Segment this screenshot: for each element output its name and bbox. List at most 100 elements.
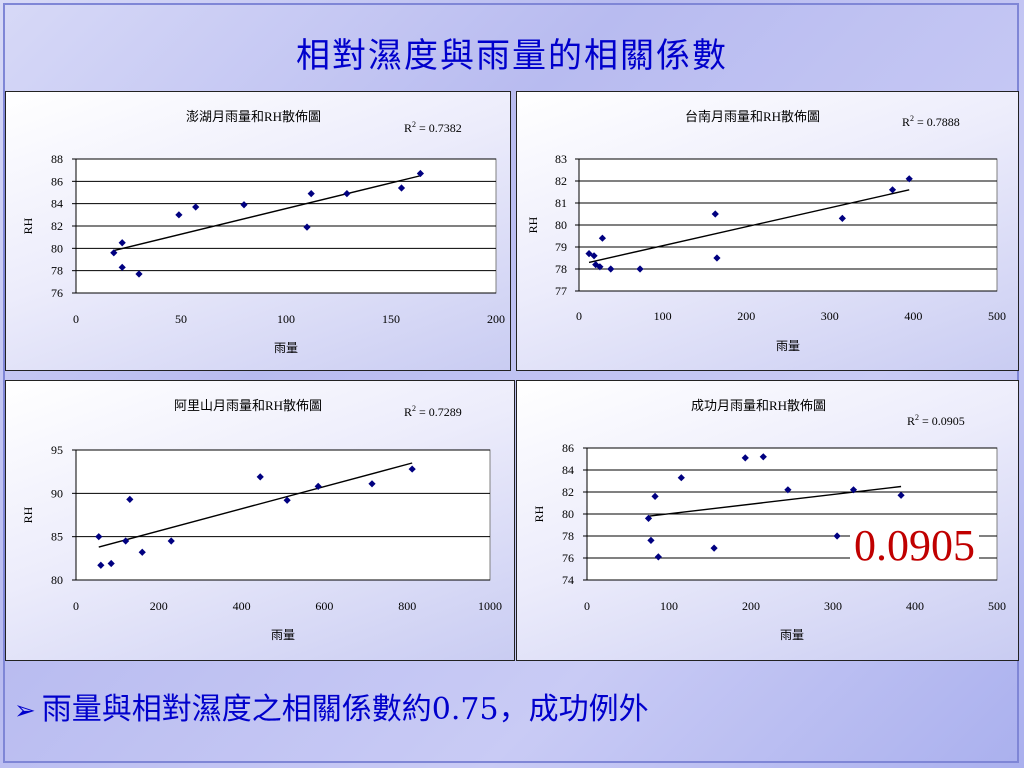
x-tick-label: 0: [73, 599, 79, 613]
plot-area: [75, 449, 491, 581]
x-tick-label: 100: [654, 309, 672, 323]
data-point: [118, 263, 126, 271]
y-tick-label: 90: [51, 486, 63, 500]
x-tick-label: 800: [398, 599, 416, 613]
y-tick-label: 80: [555, 218, 567, 232]
y-tick-label: 82: [555, 174, 567, 188]
y-tick-label: 80: [51, 573, 63, 587]
data-point: [888, 186, 897, 194]
data-point: [175, 211, 183, 219]
x-tick-label: 200: [742, 599, 760, 613]
y-tick-label: 86: [562, 441, 574, 455]
chart-title: 成功月雨量和RH散佈圖: [691, 398, 827, 413]
data-point: [838, 214, 846, 222]
x-tick-label: 0: [576, 309, 582, 323]
chart-panel-tainan: 台南月雨量和RH散佈圖 R2 = 0.7888 77 78 79 80 81 82 83 0 1…: [516, 91, 1019, 371]
x-tick-label: 200: [737, 309, 755, 323]
data-point: [122, 537, 130, 545]
data-point: [135, 270, 143, 278]
trendline: [98, 462, 413, 548]
y-axis-title: RH: [21, 217, 35, 234]
data-point: [905, 175, 913, 183]
y-tick-label: 78: [562, 529, 574, 543]
y-axis-title: RH: [526, 216, 540, 233]
data-point: [343, 190, 351, 198]
x-tick-label: 200: [487, 312, 505, 326]
chart-panel-penghu: 澎湖月雨量和RH散佈圖 R2 = 0.7382 76 78 80 82 84 86 88 0 5…: [5, 91, 511, 371]
y-tick-label: 95: [51, 443, 63, 457]
data-point: [408, 465, 416, 473]
x-tick-label: 400: [906, 599, 924, 613]
trendline: [648, 485, 902, 517]
trendline: [588, 189, 910, 264]
bullet-point: ➢ 雨量與相對濕度之相關係數約0.75，成功例外: [14, 684, 649, 728]
y-tick-label: 83: [555, 152, 567, 166]
y-tick-label: 78: [555, 262, 567, 276]
scatter-plot: 80 85 90 95 0 200 400 600 800 1000 雨量 RH: [21, 443, 502, 642]
y-tick-label: 80: [51, 241, 63, 255]
x-tick-label: 400: [233, 599, 251, 613]
scatter-plot: 76 78 80 82 84 86 88 0 50 100 150 200 雨量 RH: [21, 152, 505, 355]
chart-panel-alishan: 阿里山月雨量和RH散佈圖 R2 = 0.7289 80 85 90 95 0 200 400…: [5, 380, 515, 661]
data-point: [167, 537, 175, 545]
scatter-plot: 77 78 79 80 81 82 83 0 100 200 300 400 500 雨量 RH: [526, 152, 1006, 353]
chart-title: 台南月雨量和RH散佈圖: [685, 109, 821, 124]
x-tick-label: 500: [988, 599, 1006, 613]
y-tick-label: 76: [51, 286, 63, 300]
y-tick-label: 74: [562, 573, 574, 587]
data-point: [607, 265, 615, 273]
x-tick-label: 0: [584, 599, 590, 613]
r-squared-label: R2 = 0.7289: [404, 404, 462, 419]
x-tick-label: 0: [73, 312, 79, 326]
bullet-text: 雨量與相對濕度之相關係數約0.75，成功例外: [41, 692, 649, 727]
x-axis-title: 雨量: [780, 628, 804, 642]
y-tick-label: 78: [51, 264, 63, 278]
x-tick-label: 100: [277, 312, 295, 326]
data-point: [138, 548, 146, 556]
data-point: [833, 532, 841, 540]
x-axis-title: 雨量: [271, 628, 295, 642]
data-point: [592, 261, 600, 269]
y-axis-title: RH: [532, 505, 546, 522]
data-point: [192, 203, 200, 211]
data-point: [240, 201, 248, 209]
y-tick-label: 88: [51, 152, 63, 166]
data-point: [713, 254, 721, 262]
y-tick-label: 86: [51, 174, 63, 188]
y-tick-label: 80: [562, 507, 574, 521]
x-tick-label: 1000: [478, 599, 502, 613]
data-point: [256, 473, 264, 481]
x-tick-label: 400: [904, 309, 922, 323]
trendline: [113, 175, 421, 252]
y-tick-label: 76: [562, 551, 574, 565]
y-tick-label: 85: [51, 530, 63, 544]
data-point: [303, 223, 311, 231]
arrow-bullet-icon: ➢: [14, 696, 36, 726]
data-point: [107, 559, 115, 568]
y-tick-label: 82: [562, 485, 574, 499]
y-tick-label: 77: [555, 284, 567, 298]
data-point: [636, 265, 644, 273]
data-point: [897, 491, 905, 499]
data-point: [118, 239, 126, 247]
x-tick-label: 300: [821, 309, 839, 323]
data-point: [110, 249, 118, 257]
x-tick-label: 150: [382, 312, 400, 326]
y-tick-label: 79: [555, 240, 567, 254]
x-tick-label: 600: [315, 599, 333, 613]
y-tick-label: 82: [51, 219, 63, 233]
data-point: [711, 210, 719, 218]
x-axis-title: 雨量: [776, 339, 800, 353]
slide-title: 相對濕度與雨量的相關係數: [296, 36, 728, 76]
r-squared-label: R2 = 0.0905: [907, 413, 965, 428]
highlight-r2-value: 0.0905: [850, 520, 979, 572]
y-axis-title: RH: [21, 506, 35, 523]
x-tick-label: 500: [988, 309, 1006, 323]
data-point: [307, 190, 315, 198]
data-point: [97, 561, 105, 569]
data-point: [784, 486, 792, 494]
data-point: [397, 184, 406, 192]
x-tick-label: 50: [175, 312, 187, 326]
data-point: [416, 169, 424, 178]
x-tick-label: 100: [660, 599, 678, 613]
